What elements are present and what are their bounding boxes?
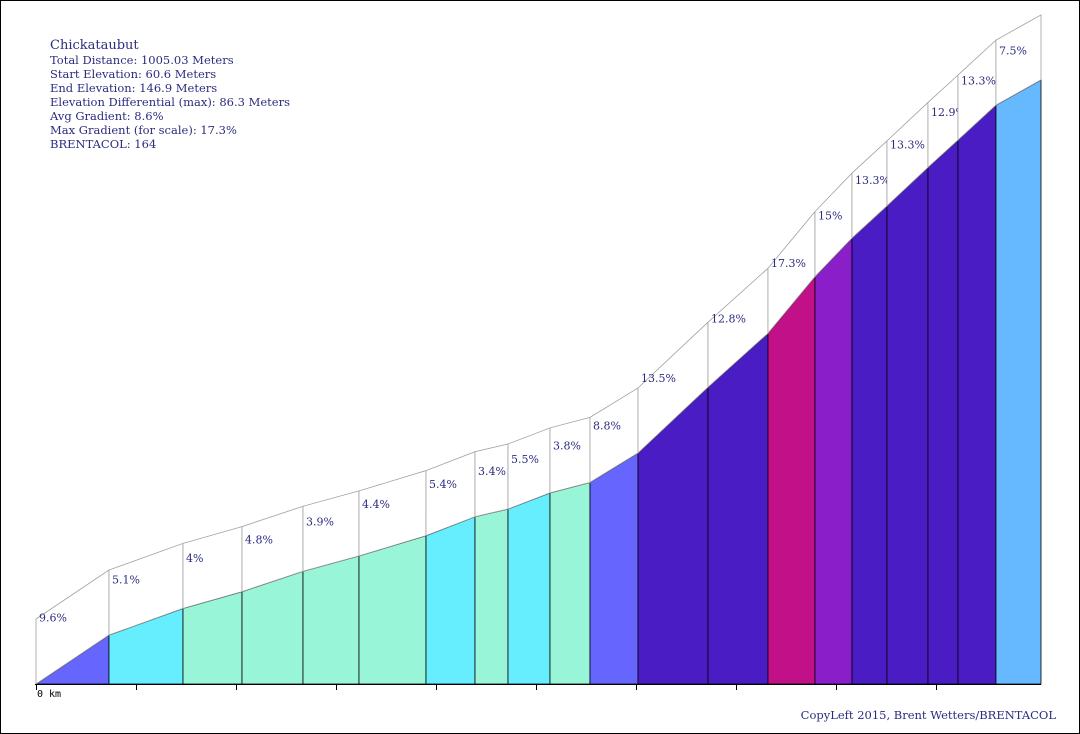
segment-fill (814, 237, 853, 685)
label-band (549, 416, 591, 494)
segment-fill (707, 332, 769, 685)
segment-fill (957, 104, 997, 685)
end-elevation: End Elevation: 146.9 Meters (50, 81, 218, 95)
gradient-label: 3.8% (553, 440, 581, 453)
gradient-label: 4% (186, 552, 203, 565)
gradient-label: 13.3% (961, 75, 996, 88)
gradient-label: 5.4% (429, 478, 457, 491)
gradient-label: 9.6% (39, 612, 67, 625)
info-panel: Chickataubut Total Distance: 1005.03 Met… (50, 38, 290, 151)
copyright-text: CopyLeft 2015, Brent Wetters/BRENTACOL (800, 708, 1056, 722)
start-elevation: Start Elevation: 60.6 Meters (50, 67, 217, 81)
max-gradient: Max Gradient (for scale): 17.3% (50, 123, 237, 137)
segment-fill (851, 204, 888, 685)
gradient-label: 4.4% (362, 498, 390, 511)
segment-fills (34, 79, 1042, 685)
segment-fill (358, 535, 427, 685)
gradient-label: 8.8% (593, 420, 621, 433)
segment-fill (886, 166, 929, 685)
axis-start-label: 0 km (37, 689, 61, 700)
gradient-label: 12.9% (931, 106, 966, 119)
total-distance: Total Distance: 1005.03 Meters (50, 53, 234, 67)
distance-axis (35, 684, 1041, 690)
avg-gradient: Avg Gradient: 8.6% (50, 109, 164, 123)
segment-fill (995, 79, 1042, 685)
segment-fill (927, 139, 959, 685)
gradient-label: 5.1% (112, 574, 140, 587)
gradient-label: 3.4% (478, 465, 506, 478)
segment-fill (474, 508, 509, 685)
elevation-differential: Elevation Differential (max): 86.3 Meter… (50, 95, 291, 109)
gradient-label: 17.3% (771, 257, 806, 270)
gradient-label-bands: 9.6% 5.1% 4% 4.8% 3.9% 4.4% 5.4% 3.4% 5.5% 3.8% 8.… (35, 14, 1042, 685)
segment-fill (767, 275, 816, 685)
brentacol-score: BRENTACOL: 164 (50, 137, 157, 151)
climb-title: Chickataubut (50, 38, 139, 53)
gradient-label: 12.8% (711, 312, 746, 325)
label-band (474, 443, 509, 518)
gradient-label: 13.3% (855, 174, 890, 187)
segment-fill (589, 452, 639, 685)
gradient-label: 13.5% (641, 372, 676, 385)
gradient-label: 4.8% (245, 533, 273, 546)
label-band (995, 14, 1042, 106)
segment-fill (425, 516, 476, 685)
segment-fill (549, 481, 591, 685)
segment-fill (507, 492, 551, 685)
gradient-label: 3.9% (306, 516, 334, 529)
gradient-label: 7.5% (999, 45, 1027, 58)
gradient-label: 5.5% (511, 453, 539, 466)
gradient-label: 13.3% (890, 139, 925, 152)
segment-fill (302, 555, 360, 685)
gradient-label: 15% (818, 209, 842, 222)
